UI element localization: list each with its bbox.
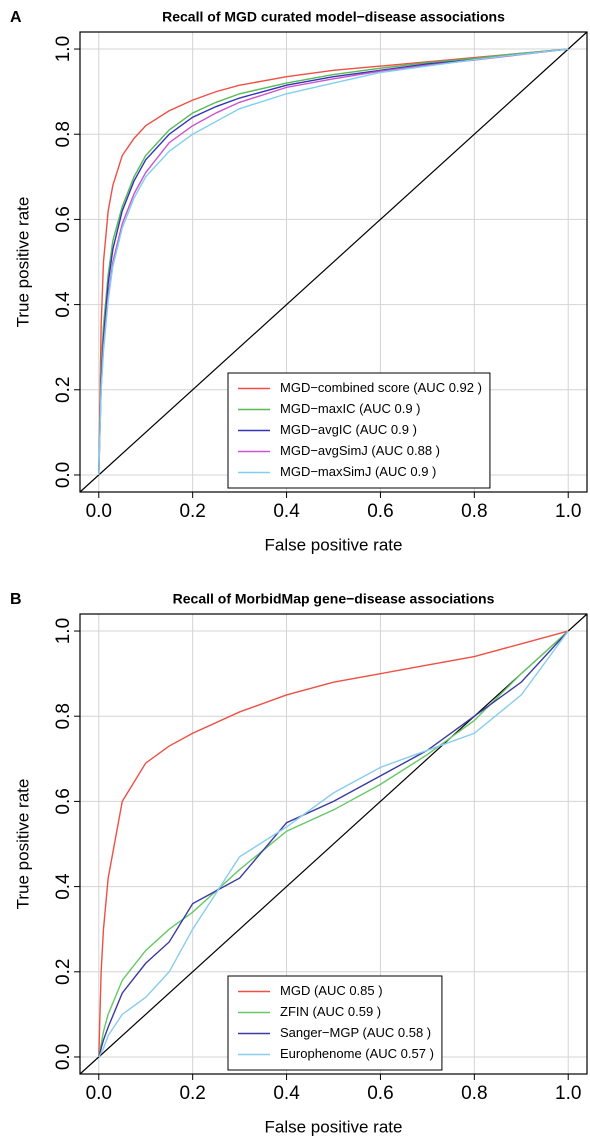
- chart-title: Recall of MGD curated model−disease asso…: [162, 9, 505, 25]
- y-tick-label: 0.0: [53, 1044, 74, 1070]
- x-tick-label: 0.6: [367, 1083, 393, 1104]
- y-tick-label: 0.6: [53, 206, 74, 232]
- plot-frame: [79, 613, 588, 1075]
- y-axis-label: True positive rate: [13, 779, 32, 910]
- legend-label: MGD (AUC 0.85 ): [280, 983, 383, 998]
- x-tick-label: 0.2: [179, 501, 205, 522]
- legend-label: Sanger−MGP (AUC 0.58 ): [280, 1025, 431, 1040]
- legend: MGD−combined score (AUC 0.92 ) MGD−maxIC …: [227, 372, 491, 489]
- legend-box: [227, 372, 491, 489]
- y-tick-label: 0.6: [53, 788, 74, 814]
- x-tick-label: 1.0: [555, 501, 581, 522]
- y-tick-label: 0.0: [53, 462, 74, 488]
- x-tick-label: 0.2: [179, 1083, 205, 1104]
- roc-curve: [98, 630, 569, 1057]
- roc-curve: [98, 48, 569, 475]
- plot-frame: [79, 31, 588, 493]
- y-tick-label: 0.8: [53, 703, 74, 729]
- y-tick-label: 0.2: [53, 377, 74, 403]
- x-tick-label: 0.4: [273, 1083, 300, 1104]
- x-tick-label: 1.0: [555, 1083, 581, 1104]
- x-tick-label: 0.8: [461, 1083, 487, 1104]
- y-tick-label: 0.4: [53, 291, 74, 318]
- roc-curve: [98, 630, 569, 1058]
- panel: B Recall of MorbidMap gene−disease associ…: [10, 591, 588, 1136]
- legend-label: Europhenome (AUC 0.57 ): [280, 1046, 434, 1061]
- y-axis-label: True positive rate: [13, 197, 32, 328]
- x-axis-label: False positive rate: [265, 1117, 403, 1136]
- x-tick-label: 0.4: [273, 501, 300, 522]
- x-tick-label: 0.6: [367, 501, 393, 522]
- x-tick-label: 0.0: [86, 1083, 112, 1104]
- legend-label: MGD−avgIC (AUC 0.9 ): [280, 422, 417, 437]
- panel: A Recall of MGD curated model−disease ass…: [10, 9, 588, 554]
- y-tick-label: 1.0: [53, 618, 74, 644]
- y-tick-label: 1.0: [53, 36, 74, 62]
- x-axis-label: False positive rate: [265, 535, 403, 554]
- y-tick-label: 0.8: [53, 121, 74, 147]
- diagonal: [79, 613, 588, 1075]
- legend-label: MGD−maxIC (AUC 0.9 ): [280, 401, 421, 416]
- legend-label: MGD−maxSimJ (AUC 0.9 ): [280, 464, 436, 479]
- panel-label: A: [10, 9, 22, 26]
- legend-label: MGD−avgSimJ (AUC 0.88 ): [280, 443, 440, 458]
- diagonal: [79, 31, 588, 493]
- panel-label: B: [10, 591, 22, 608]
- legend-label: ZFIN (AUC 0.59 ): [280, 1004, 381, 1019]
- roc-curve: [98, 48, 569, 475]
- legend-label: MGD−combined score (AUC 0.92 ): [280, 380, 482, 395]
- roc-curve: [98, 630, 569, 1058]
- legend: MGD (AUC 0.85 ) ZFIN (AUC 0.59 ) Sanger−MG…: [227, 975, 443, 1071]
- y-tick-label: 0.2: [53, 959, 74, 985]
- roc-curve: [98, 48, 569, 475]
- y-tick-label: 0.4: [53, 873, 74, 900]
- x-tick-label: 0.0: [86, 501, 112, 522]
- x-tick-label: 0.8: [461, 501, 487, 522]
- chart-title: Recall of MorbidMap gene−disease associa…: [173, 591, 495, 607]
- roc-curve: [98, 48, 569, 475]
